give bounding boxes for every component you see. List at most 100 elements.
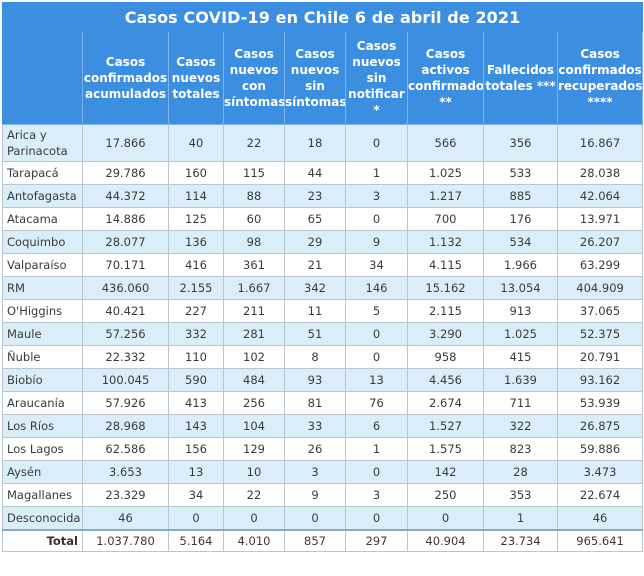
table-cell: 361: [223, 253, 285, 277]
table-cell: 913: [483, 299, 558, 323]
table-cell: 534: [483, 230, 558, 254]
table-cell: 1: [345, 161, 408, 185]
table-cell: 18: [284, 124, 346, 162]
total-cell: 4.010: [223, 529, 285, 552]
table-cell: 15.162: [407, 276, 484, 300]
table-cell: 566: [407, 124, 484, 162]
table-row: Desconocida 46 0 0 0 0 0 1 46: [2, 506, 644, 531]
region-name: Desconocida: [2, 506, 83, 531]
table-cell: 93.162: [556, 368, 644, 392]
region-name: Biobío: [2, 368, 83, 392]
table-row: O'Higgins 40.421 227 211 11 5 2.115 913 37.065: [2, 299, 644, 323]
table-cell: 0: [345, 506, 408, 531]
region-name: Valparaíso: [2, 253, 83, 277]
table-cell: 484: [223, 368, 285, 392]
total-cell: 5.164: [168, 529, 224, 552]
table-cell: 1: [483, 506, 558, 531]
region-name: Ñuble: [2, 345, 83, 369]
header-region: [2, 31, 83, 125]
table-row: Magallanes 23.329 34 22 9 3 250 353 22.674: [2, 483, 644, 507]
covid-cases-table: Casos COVID-19 en Chile 6 de abril de 20…: [1, 2, 644, 552]
table-cell: 28.038: [556, 161, 644, 185]
table-cell: 44: [284, 161, 346, 185]
table-cell: 46: [82, 506, 169, 531]
table-cell: 129: [223, 437, 285, 461]
table-cell: 33: [284, 414, 346, 438]
table-cell: 60: [223, 207, 285, 231]
table-cell: 711: [483, 391, 558, 415]
table-cell: 13.971: [556, 207, 644, 231]
table-cell: 353: [483, 483, 558, 507]
total-cell: 1.037.780: [82, 529, 169, 552]
table-cell: 160: [168, 161, 224, 185]
table-cell: 11: [284, 299, 346, 323]
table-cell: 22.674: [556, 483, 644, 507]
table-cell: 404.909: [556, 276, 644, 300]
table-cell: 413: [168, 391, 224, 415]
table-cell: 46: [556, 506, 644, 531]
table-cell: 146: [345, 276, 408, 300]
header-row: Casos confirmados acumulados Casos nuevos…: [2, 31, 644, 125]
table-cell: 70.171: [82, 253, 169, 277]
table-row: RM 436.060 2.155 1.667 342 146 15.162 13.054 404…: [2, 276, 644, 300]
table-cell: 3: [345, 184, 408, 208]
total-cell: 857: [284, 529, 346, 552]
table-cell: 1.132: [407, 230, 484, 254]
table-cell: 114: [168, 184, 224, 208]
table-cell: 21: [284, 253, 346, 277]
region-name: O'Higgins: [2, 299, 83, 323]
table-cell: 0: [168, 506, 224, 531]
region-name: Coquimbo: [2, 230, 83, 254]
total-cell: 23.734: [483, 529, 558, 552]
table-cell: 332: [168, 322, 224, 346]
table-cell: 3.290: [407, 322, 484, 346]
table-cell: 9: [345, 230, 408, 254]
table-cell: 10: [223, 460, 285, 484]
table-cell: 436.060: [82, 276, 169, 300]
table-cell: 142: [407, 460, 484, 484]
total-cell: 965.641: [556, 529, 644, 552]
column-header: Casos nuevos sin notificar *: [345, 31, 408, 125]
table-cell: 143: [168, 414, 224, 438]
column-header: Casos activos confirmados **: [407, 31, 484, 125]
region-name: Atacama: [2, 207, 83, 231]
region-name: Arica y Parinacota: [2, 124, 83, 162]
column-header: Casos nuevos totales: [168, 31, 224, 125]
table-cell: 227: [168, 299, 224, 323]
table-cell: 14.886: [82, 207, 169, 231]
table-cell: 156: [168, 437, 224, 461]
column-header: Casos confirmados acumulados: [82, 31, 169, 125]
table-cell: 17.866: [82, 124, 169, 162]
table-cell: 1.527: [407, 414, 484, 438]
table-cell: 958: [407, 345, 484, 369]
table-row: Araucanía 57.926 413 256 81 76 2.674 711 53.939: [2, 391, 644, 415]
table-title: Casos COVID-19 en Chile 6 de abril de 20…: [1, 2, 644, 32]
table-cell: 0: [345, 345, 408, 369]
total-label: Total: [2, 529, 83, 552]
table-cell: 5: [345, 299, 408, 323]
table-cell: 22.332: [82, 345, 169, 369]
table-cell: 281: [223, 322, 285, 346]
table-cell: 1.667: [223, 276, 285, 300]
table-cell: 100.045: [82, 368, 169, 392]
table-cell: 356: [483, 124, 558, 162]
table-row: Los Ríos 28.968 143 104 33 6 1.527 322 26.875: [2, 414, 644, 438]
table-cell: 4.456: [407, 368, 484, 392]
table-cell: 88: [223, 184, 285, 208]
table-cell: 22: [223, 124, 285, 162]
table-cell: 1.639: [483, 368, 558, 392]
table-cell: 104: [223, 414, 285, 438]
table-cell: 16.867: [556, 124, 644, 162]
table-cell: 98: [223, 230, 285, 254]
table-row: Coquimbo 28.077 136 98 29 9 1.132 534 26.207: [2, 230, 644, 254]
table-row: Ñuble 22.332 110 102 8 0 958 415 20.791: [2, 345, 644, 369]
table-cell: 63.299: [556, 253, 644, 277]
table-cell: 125: [168, 207, 224, 231]
table-cell: 29: [284, 230, 346, 254]
table-cell: 26.875: [556, 414, 644, 438]
table-cell: 6: [345, 414, 408, 438]
table-cell: 40.421: [82, 299, 169, 323]
table-row: Atacama 14.886 125 60 65 0 700 176 13.971: [2, 207, 644, 231]
table-cell: 1.025: [407, 161, 484, 185]
